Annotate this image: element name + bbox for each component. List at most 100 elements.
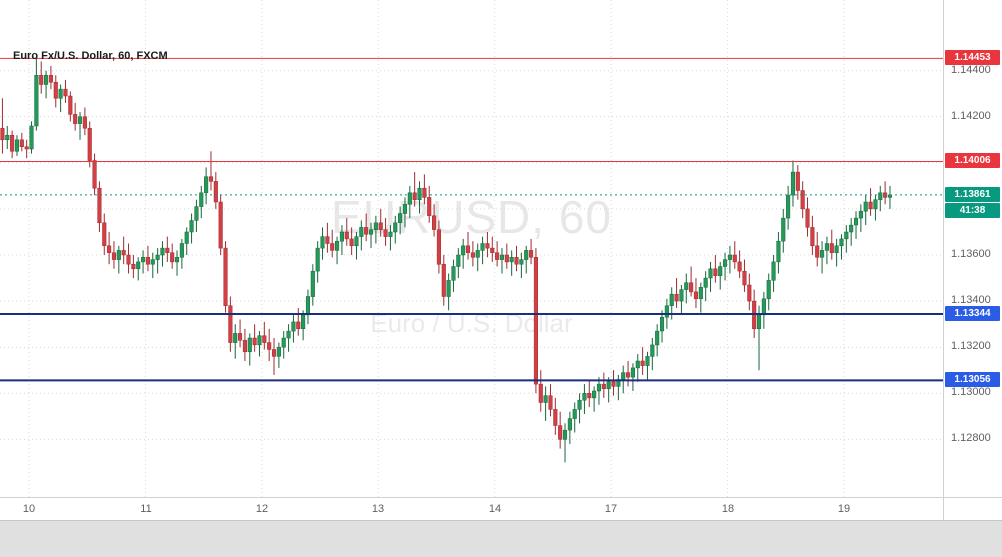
candle-body (271, 349, 277, 357)
candle-body (693, 291, 699, 300)
candle-body (77, 116, 83, 124)
candle-body (155, 254, 160, 260)
candle-body (533, 257, 538, 385)
candle-body (747, 284, 752, 302)
price-axis-label: 1.14200 (951, 110, 991, 122)
candle-body (223, 247, 228, 306)
candle-body (470, 252, 475, 258)
candle-body (587, 393, 592, 399)
candle-body (756, 314, 762, 329)
time-axis-label: 18 (721, 503, 735, 515)
bar-countdown-badge: 41:38 (945, 203, 1000, 218)
candle-body (601, 383, 606, 389)
candle-body (659, 316, 665, 332)
candle-body (766, 280, 771, 300)
candle-body (39, 75, 44, 85)
candle-body (824, 243, 829, 251)
candle-body (786, 194, 791, 219)
candle-body (82, 116, 87, 129)
time-axis-label: 19 (837, 503, 851, 515)
candle-body (853, 217, 859, 226)
candle-body (795, 171, 800, 191)
candle-body (296, 321, 301, 330)
price-badge: 1.13056 (945, 372, 1000, 387)
candle-body (68, 95, 73, 115)
price-badge: 1.14006 (945, 153, 1000, 168)
candle-body (402, 204, 408, 214)
candle-body (136, 261, 141, 270)
candle-body (107, 245, 112, 253)
candle-body (873, 199, 878, 210)
candle-body (703, 277, 708, 288)
candle-body (305, 296, 311, 316)
price-axis[interactable]: 1.14400 1.14200 1.13600 1.13400 1.13200 1.130… (943, 0, 1002, 497)
candle-body (485, 243, 490, 249)
candle-body (524, 250, 529, 260)
candle-body (543, 395, 548, 403)
candle-body (514, 257, 519, 265)
time-axis-label: 17 (604, 503, 618, 515)
candle-body (504, 254, 509, 263)
candle-body (121, 250, 126, 256)
price-axis-label: 1.13200 (951, 340, 991, 352)
candle-body (228, 305, 233, 343)
candle-body (44, 75, 49, 85)
candle-body (645, 356, 650, 366)
candle-body (359, 227, 364, 237)
candle-body (373, 222, 378, 230)
candle-body (204, 176, 209, 194)
candle-body (461, 245, 466, 256)
candle-body (10, 134, 15, 152)
candle-body (58, 88, 63, 99)
candle-body (878, 192, 883, 200)
candle-body (194, 206, 199, 221)
price-badge: 1.13861 (945, 187, 1000, 202)
candle-body (213, 181, 218, 203)
time-axis[interactable]: 10 11 12 13 14 17 18 19 (0, 497, 943, 521)
candle-body (97, 187, 102, 224)
candle-body (393, 222, 398, 233)
candle-body (34, 75, 39, 127)
candle-body (286, 330, 291, 339)
candle-body (655, 330, 660, 346)
candle-body (805, 208, 810, 228)
candle-body (417, 187, 422, 200)
candle-body (436, 229, 441, 265)
candle-body (475, 250, 480, 258)
candle-body (727, 254, 732, 260)
candle-body (179, 243, 184, 258)
candle-body (189, 220, 194, 233)
candle-body (398, 213, 403, 223)
candle-body (674, 293, 679, 302)
candle-body (19, 139, 24, 147)
candle-body (315, 247, 320, 272)
candle-body (635, 360, 640, 369)
candle-body (820, 250, 825, 258)
candlestick-chart[interactable] (0, 0, 943, 497)
candle-body (368, 229, 374, 235)
candle-body (519, 259, 524, 265)
candle-body (451, 266, 456, 281)
candle-body (291, 321, 296, 332)
candle-body (495, 252, 500, 260)
candle-body (102, 222, 107, 247)
candle-body (800, 190, 805, 210)
candle-body (664, 305, 669, 318)
candle-body (698, 287, 703, 300)
candle-body (887, 194, 893, 198)
candle-body (863, 201, 868, 212)
candle-body (427, 197, 432, 217)
candle-body (839, 238, 844, 247)
chart-plot-area[interactable]: EURUSD, 60 Euro / U.S. Dollar Euro Fx/U.… (0, 0, 943, 497)
candle-body (868, 201, 873, 210)
candle-body (184, 231, 189, 244)
candle-body (577, 399, 582, 410)
candle-body (480, 243, 485, 251)
candle-body (713, 268, 718, 276)
candle-body (335, 240, 340, 251)
candle-body (87, 128, 92, 161)
symbol-watermark: EURUSD, 60 (331, 191, 612, 243)
candle-body (257, 335, 262, 346)
candle-body (465, 245, 471, 253)
